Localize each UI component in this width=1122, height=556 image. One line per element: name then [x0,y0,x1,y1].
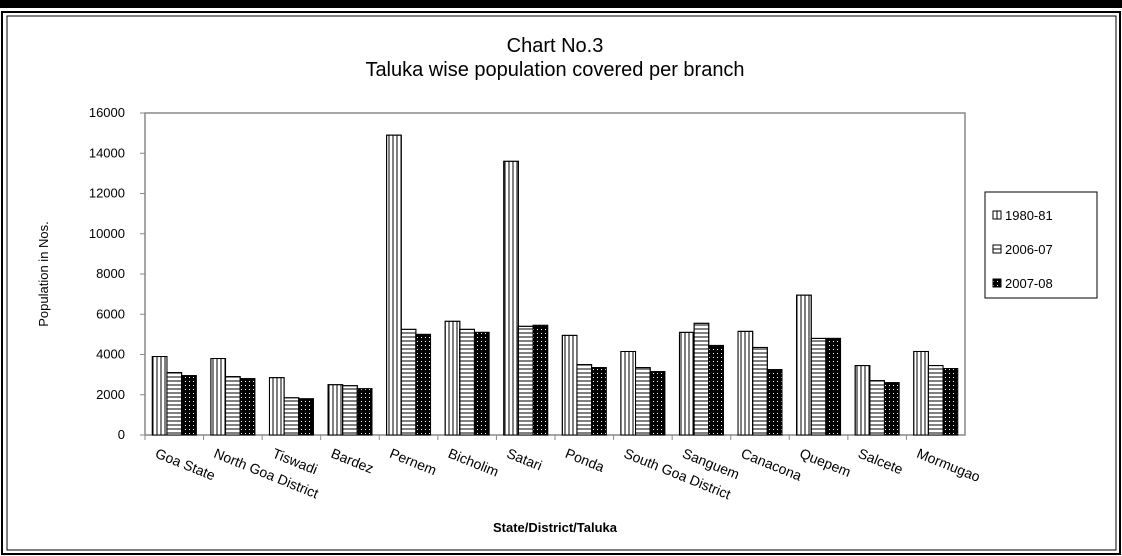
bar-pattern [151,356,168,436]
x-tick-label: Mormugao [915,445,983,485]
bar-pattern [869,380,885,436]
bar-pattern [883,382,900,436]
y-axis-title: Population in Nos. [36,221,51,327]
y-tick-label: 6000 [96,306,125,321]
bar-pattern [225,376,241,436]
bar-pattern [532,324,549,436]
plot-area [144,112,966,436]
bar-pattern [356,388,373,436]
bar-pattern [854,365,871,436]
inner-frame [6,15,1117,551]
bar-pattern [517,325,534,436]
chart-title: Chart No.3 [507,35,604,57]
bar-pattern [327,384,344,436]
bar-pattern [473,331,490,436]
bar-pattern [796,294,812,436]
bar-pattern [766,369,783,436]
bar-pattern [693,322,710,436]
bar-pattern [737,330,754,436]
x-tick-label: Bardez [329,445,376,476]
bar-pattern [166,372,183,436]
outer-frame [1,11,1121,555]
bar-pattern [342,385,358,436]
y-tick-label: 4000 [96,347,125,362]
bar-pattern [825,337,842,436]
bar-pattern [386,134,402,436]
x-axis-title: State/District/Taluka [493,520,618,535]
legend-swatch-pattern [992,244,1002,254]
x-tick-label: Canacona [739,445,804,484]
legend-label: 2007-08 [1005,276,1053,291]
y-tick-label: 12000 [89,186,125,201]
bar-pattern [752,346,768,436]
bar-pattern [210,358,227,436]
x-tick-label: Bicholim [446,445,501,480]
legend-swatch-pattern [992,210,1002,220]
bar-pattern [942,368,959,436]
legend-swatch-pattern [992,278,1002,288]
bar-pattern [444,320,461,436]
bar-pattern [678,331,695,436]
chart-subtitle: Taluka wise population covered per branc… [365,59,744,81]
bar-pattern [810,337,827,436]
bar-pattern [503,160,519,436]
x-tick-label: Quepem [797,445,853,480]
legend [984,191,1098,299]
x-tick-label: Goa State [153,445,218,484]
bar-pattern [576,364,593,436]
bar-pattern [268,377,285,436]
bar-pattern [708,344,724,436]
legend-label: 2006-07 [1005,242,1053,257]
x-tick-label: Ponda [563,445,607,475]
bar-pattern [635,367,651,436]
bar-pattern [298,398,314,436]
y-tick-label: 0 [118,427,125,442]
legend-label: 1980-81 [1005,208,1053,223]
y-tick-label: 16000 [89,105,125,120]
x-tick-label: Pernem [387,445,438,478]
bar-pattern [181,375,197,436]
bar-pattern [561,334,578,436]
y-tick-label: 2000 [96,387,125,402]
top-bar [0,0,1122,8]
x-tick-label: Salcete [856,445,905,477]
bar-pattern [283,397,300,436]
y-tick-label: 10000 [89,226,125,241]
y-tick-label: 14000 [89,145,125,160]
bar-pattern [913,350,929,436]
bar-pattern [591,367,607,436]
bar-pattern [649,371,666,436]
bar-pattern [400,328,417,436]
bar-pattern [927,365,944,436]
y-tick-label: 8000 [96,266,125,281]
bar-pattern [415,333,432,436]
x-tick-label: Satari [505,445,545,474]
bar-pattern [620,350,637,436]
bar-pattern [239,378,256,436]
bar-pattern [459,328,475,436]
